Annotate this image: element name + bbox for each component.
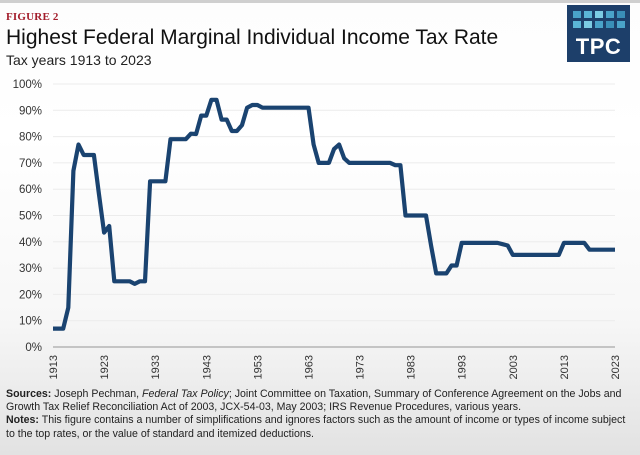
logo-grid-square — [606, 11, 614, 18]
logo-grid-square — [606, 21, 614, 28]
y-tick-label: 60% — [19, 184, 42, 196]
x-tick-label: 1963 — [303, 355, 315, 379]
y-tick-label: 30% — [19, 263, 42, 275]
logo-grid-square — [595, 11, 603, 18]
y-tick-label: 90% — [19, 105, 42, 117]
series-layer — [53, 97, 615, 331]
y-tick-label: 80% — [19, 132, 42, 144]
y-axis-ticks: 0% 10% 20% 30% 40% 50% 60% 70% 80% 90% 100% — [13, 79, 42, 354]
logo-grid-square — [595, 21, 603, 28]
logo-grid-square — [573, 11, 581, 18]
x-tick-label: 1993 — [457, 355, 469, 379]
line-chart: 0%10%20%30%40%50%60%70%80%90%100% 1913 19… — [13, 79, 622, 379]
y-tick-label: 100% — [13, 79, 42, 91]
y-tick-label: 50% — [19, 211, 42, 223]
sources-label: Sources: — [6, 388, 52, 400]
x-tick-label: 2013 — [559, 355, 571, 379]
x-tick-label: 1983 — [406, 355, 418, 379]
logo-text: TPC — [575, 34, 622, 59]
top-border — [0, 0, 640, 3]
y-tick-label: 70% — [19, 158, 42, 170]
logo-grid-square — [584, 11, 592, 18]
logo-grid-square — [617, 11, 625, 18]
y-tick-label: 40% — [19, 237, 42, 249]
chart-title: Highest Federal Marginal Individual Inco… — [6, 26, 499, 49]
x-tick-label: 1973 — [355, 355, 367, 379]
x-tick-label: 1923 — [99, 355, 111, 379]
logo-grid-square — [617, 21, 625, 28]
series-line-top-marginal-rate — [53, 97, 615, 331]
x-tick-label: 2003 — [508, 355, 520, 379]
x-tick-label: 1933 — [150, 355, 162, 379]
tpc-logo: TPC — [567, 5, 630, 62]
y-tick-label: 20% — [19, 289, 42, 301]
x-tick-label: 2023 — [610, 355, 622, 379]
y-tick-label: 0% — [25, 342, 42, 354]
sources-text-post: ; Joint Committee on Taxation, Summary o… — [6, 388, 622, 414]
notes-text: This figure contains a number of simplif… — [6, 414, 626, 440]
logo-grid-square — [573, 21, 581, 28]
x-axis-ticks: 1913 1923 1933 1943 1953 1963 1973 1983 1993 2003… — [48, 355, 622, 379]
sources-text-pre: Joseph Pechman, — [51, 388, 143, 400]
chart-footer: Sources: Joseph Pechman, Federal Tax Pol… — [6, 388, 634, 441]
notes-label: Notes: — [6, 414, 39, 427]
gridlines — [53, 83, 615, 348]
x-tick-label: 1943 — [201, 355, 213, 379]
sources-italic-title: Federal Tax Policy — [142, 388, 229, 400]
x-tick-label: 1953 — [252, 355, 264, 379]
logo-grid-square — [584, 21, 592, 28]
y-tick-label: 10% — [19, 316, 42, 328]
chart-subtitle: Tax years 1913 to 2023 — [6, 52, 152, 68]
figure-label: FIGURE 2 — [6, 11, 59, 23]
x-tick-label: 1913 — [48, 355, 60, 379]
